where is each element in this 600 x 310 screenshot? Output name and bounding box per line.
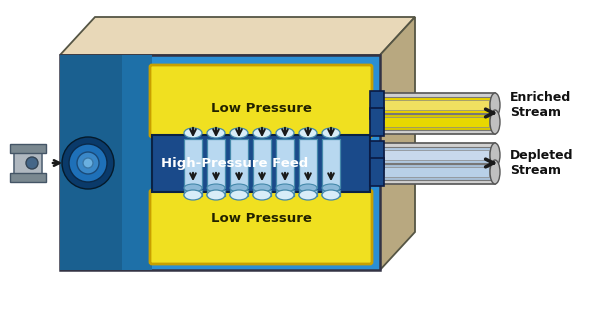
FancyBboxPatch shape — [299, 139, 317, 188]
Polygon shape — [60, 17, 415, 55]
FancyBboxPatch shape — [380, 143, 495, 167]
FancyBboxPatch shape — [150, 190, 372, 264]
FancyBboxPatch shape — [60, 55, 380, 270]
Ellipse shape — [490, 93, 500, 117]
Ellipse shape — [322, 184, 340, 192]
FancyBboxPatch shape — [276, 190, 294, 196]
FancyBboxPatch shape — [380, 110, 495, 134]
Text: Low Pressure: Low Pressure — [211, 103, 311, 116]
FancyBboxPatch shape — [253, 139, 271, 188]
FancyBboxPatch shape — [382, 114, 491, 130]
Ellipse shape — [276, 128, 294, 138]
Ellipse shape — [230, 128, 248, 138]
FancyBboxPatch shape — [10, 144, 46, 153]
Polygon shape — [122, 55, 152, 270]
Ellipse shape — [299, 128, 317, 138]
FancyBboxPatch shape — [14, 152, 42, 174]
Ellipse shape — [490, 160, 500, 184]
Ellipse shape — [184, 191, 202, 199]
FancyBboxPatch shape — [382, 97, 491, 113]
Ellipse shape — [207, 190, 225, 200]
FancyBboxPatch shape — [380, 93, 495, 117]
FancyBboxPatch shape — [382, 164, 491, 180]
Ellipse shape — [207, 128, 225, 138]
Polygon shape — [380, 17, 415, 270]
FancyBboxPatch shape — [150, 65, 372, 137]
Circle shape — [83, 158, 93, 168]
Ellipse shape — [299, 184, 317, 192]
Text: Low Pressure: Low Pressure — [211, 212, 311, 225]
FancyBboxPatch shape — [207, 139, 225, 188]
Ellipse shape — [230, 191, 248, 199]
FancyBboxPatch shape — [384, 117, 489, 127]
Ellipse shape — [322, 128, 340, 138]
FancyBboxPatch shape — [152, 135, 370, 192]
FancyBboxPatch shape — [253, 190, 271, 196]
FancyBboxPatch shape — [380, 160, 495, 184]
FancyBboxPatch shape — [276, 139, 294, 188]
Ellipse shape — [184, 128, 202, 138]
Ellipse shape — [207, 191, 225, 199]
Ellipse shape — [276, 191, 294, 199]
FancyBboxPatch shape — [230, 139, 248, 188]
FancyBboxPatch shape — [384, 100, 489, 110]
FancyBboxPatch shape — [370, 108, 384, 136]
FancyBboxPatch shape — [184, 190, 202, 196]
Text: Enriched
Stream: Enriched Stream — [510, 91, 571, 119]
Ellipse shape — [276, 184, 294, 192]
FancyBboxPatch shape — [382, 147, 491, 163]
Ellipse shape — [490, 110, 500, 134]
Ellipse shape — [230, 184, 248, 192]
FancyBboxPatch shape — [322, 139, 340, 188]
Polygon shape — [60, 55, 122, 270]
Ellipse shape — [253, 191, 271, 199]
Text: Depleted
Stream: Depleted Stream — [510, 149, 574, 177]
FancyBboxPatch shape — [230, 190, 248, 196]
Ellipse shape — [207, 184, 225, 192]
FancyBboxPatch shape — [384, 150, 489, 160]
Ellipse shape — [253, 190, 271, 200]
Ellipse shape — [299, 191, 317, 199]
FancyBboxPatch shape — [184, 139, 202, 188]
Ellipse shape — [184, 190, 202, 200]
Ellipse shape — [230, 190, 248, 200]
Ellipse shape — [184, 184, 202, 192]
Circle shape — [26, 157, 38, 169]
FancyBboxPatch shape — [370, 141, 384, 169]
Ellipse shape — [299, 190, 317, 200]
Ellipse shape — [276, 190, 294, 200]
FancyBboxPatch shape — [10, 173, 46, 182]
FancyBboxPatch shape — [322, 190, 340, 196]
Ellipse shape — [253, 128, 271, 138]
Ellipse shape — [253, 184, 271, 192]
Text: High-Pressure Feed: High-Pressure Feed — [161, 157, 308, 170]
FancyBboxPatch shape — [370, 158, 384, 186]
FancyBboxPatch shape — [299, 190, 317, 196]
Ellipse shape — [490, 143, 500, 167]
FancyBboxPatch shape — [207, 190, 225, 196]
FancyBboxPatch shape — [384, 167, 489, 177]
Circle shape — [69, 144, 107, 182]
Circle shape — [77, 152, 99, 174]
Ellipse shape — [322, 191, 340, 199]
Ellipse shape — [322, 190, 340, 200]
FancyBboxPatch shape — [370, 91, 384, 119]
Circle shape — [62, 137, 114, 189]
